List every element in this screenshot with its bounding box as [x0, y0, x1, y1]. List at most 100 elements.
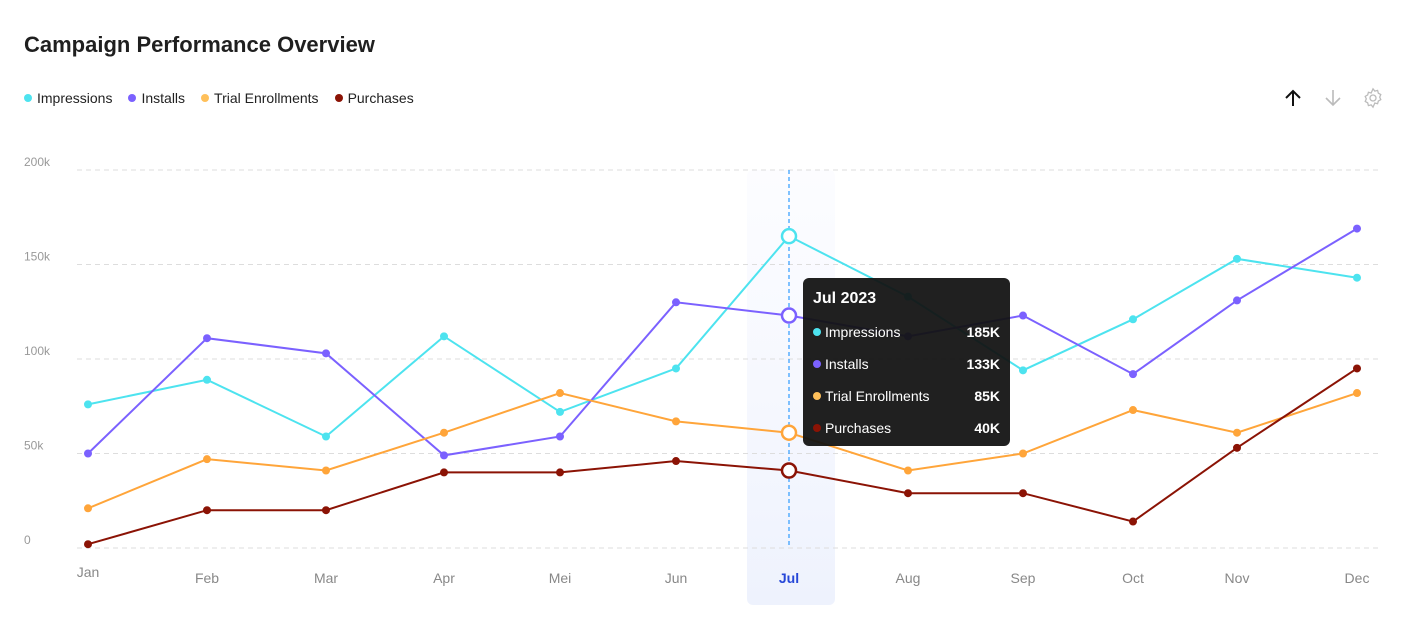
data-point	[440, 332, 448, 341]
x-tick-label: Jan	[77, 564, 100, 580]
data-point	[1129, 406, 1137, 415]
data-point	[556, 468, 564, 477]
data-point	[322, 432, 330, 441]
x-tick-label: Nov	[1225, 570, 1250, 586]
x-tick-label: Oct	[1122, 570, 1144, 586]
tooltip-value: 85K	[974, 388, 1000, 404]
x-tick-label: Aug	[896, 570, 921, 586]
y-tick-label: 50k	[24, 439, 44, 453]
series-line-trial-enrollments	[87, 391, 1358, 510]
data-point	[203, 506, 211, 515]
settings-button[interactable]	[1362, 86, 1384, 110]
tooltip-value: 133K	[966, 356, 1000, 372]
tooltip-value: 185K	[966, 324, 1000, 340]
data-point	[1233, 296, 1241, 305]
legend-dot	[128, 94, 137, 102]
data-point	[440, 468, 448, 477]
data-point	[1019, 366, 1027, 375]
data-point	[904, 466, 912, 475]
y-tick-label: 150k	[24, 250, 51, 264]
data-point	[203, 334, 211, 343]
legend-label: Impressions	[37, 90, 113, 106]
data-point	[672, 364, 680, 373]
data-point	[1019, 449, 1027, 458]
data-point	[1353, 224, 1361, 233]
data-point	[1129, 370, 1137, 379]
legend-label: Trial Enrollments	[214, 90, 319, 106]
tooltip-dot	[813, 360, 821, 368]
series-line-installs	[87, 227, 1358, 457]
data-point	[1019, 311, 1027, 320]
x-tick-label: Jul	[779, 570, 799, 586]
data-point	[672, 298, 680, 307]
data-point	[84, 449, 92, 458]
x-tick-label: Apr	[433, 570, 455, 586]
tooltip-value: 40K	[974, 420, 1000, 436]
data-point	[1233, 428, 1241, 437]
legend-dot	[201, 94, 210, 102]
tooltip-dot	[813, 392, 821, 400]
tooltip-dot	[813, 328, 821, 336]
arrow-down-icon	[1325, 90, 1341, 107]
series-line-impressions	[87, 234, 1358, 438]
page-title: Campaign Performance Overview	[24, 32, 375, 57]
data-point	[1019, 489, 1027, 498]
legend-item-impressions[interactable]: Impressions	[24, 90, 112, 106]
arrow-up-icon	[1285, 89, 1301, 106]
x-tick-label: Mar	[314, 570, 338, 586]
legend-dot	[334, 94, 343, 102]
legend-dot	[24, 94, 32, 102]
x-tick-label: Mei	[549, 570, 572, 586]
legend-item-purchases[interactable]: Purchases	[334, 90, 414, 106]
data-point	[84, 540, 92, 549]
data-point	[556, 432, 564, 441]
data-point	[1129, 315, 1137, 324]
data-point	[556, 389, 564, 398]
data-point	[672, 457, 680, 466]
legend-item-trial-enrollments[interactable]: Trial Enrollments	[201, 90, 319, 106]
active-data-point	[780, 227, 798, 245]
tooltip-label: Trial Enrollments	[825, 388, 930, 404]
data-point	[203, 375, 211, 384]
series-line-purchases	[87, 367, 1358, 546]
chart-toolbar	[1282, 86, 1384, 110]
data-point	[1353, 273, 1361, 282]
data-point	[84, 400, 92, 409]
tooltip-row-purchases: Purchases 40K	[813, 412, 1000, 444]
active-data-point	[780, 462, 798, 479]
data-point	[556, 407, 564, 416]
active-data-point	[780, 424, 798, 441]
sort-ascending-button[interactable]	[1282, 86, 1304, 110]
data-point	[322, 506, 330, 515]
tooltip-label: Impressions	[825, 324, 901, 340]
tooltip-label: Purchases	[825, 420, 892, 436]
tooltip-title: Jul 2023	[813, 290, 877, 307]
tooltip-dot	[813, 424, 821, 432]
tooltip: Jul 2023 Impressions 185K Installs 133K Tr…	[803, 278, 1010, 446]
legend-label: Installs	[141, 90, 186, 106]
gear-icon	[1364, 87, 1382, 109]
data-point	[440, 428, 448, 437]
sort-descending-button[interactable]	[1322, 86, 1344, 110]
data-point	[203, 455, 211, 464]
x-tick-label: Sep	[1011, 570, 1036, 586]
tooltip-label: Installs	[825, 356, 869, 372]
data-point	[672, 417, 680, 426]
legend-item-installs[interactable]: Installs	[128, 90, 185, 106]
y-tick-label: 100k	[24, 344, 51, 358]
data-point	[1233, 443, 1241, 452]
data-point	[1129, 517, 1137, 526]
x-tick-label: Dec	[1345, 570, 1370, 586]
data-point	[1353, 364, 1361, 373]
data-point	[904, 489, 912, 498]
active-data-point	[780, 307, 798, 324]
tooltip-row-trial-enrollments: Trial Enrollments 85K	[813, 380, 1000, 412]
data-point	[1233, 254, 1241, 263]
data-point	[84, 504, 92, 513]
legend: Impressions Installs Trial Enrollments P…	[24, 90, 414, 106]
tooltip-row-installs: Installs 133K	[813, 348, 1000, 380]
legend-label: Purchases	[347, 90, 414, 106]
tooltip-row-impressions: Impressions 185K	[813, 316, 1000, 348]
data-point	[322, 466, 330, 475]
